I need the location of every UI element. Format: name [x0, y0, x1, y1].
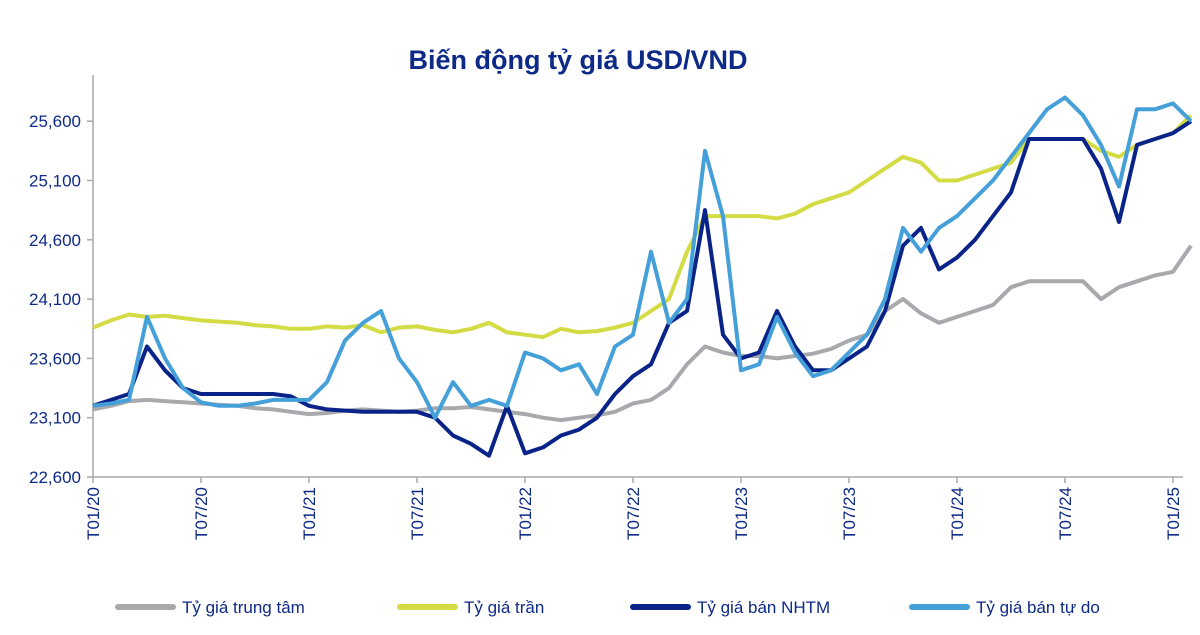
y-tick-label: 25,100: [29, 172, 81, 191]
y-tick-label: 23,100: [29, 409, 81, 428]
x-tick-label: T07/22: [624, 487, 643, 540]
legend-label: Tỷ giá trần: [464, 598, 544, 617]
y-tick-label: 22,600: [29, 468, 81, 487]
x-tick-label: T01/20: [84, 487, 103, 540]
y-tick-label: 23,600: [29, 349, 81, 368]
series-line-1: [92, 244, 1193, 423]
y-tick-label: 24,600: [29, 231, 81, 250]
y-tick-label: 25,600: [29, 112, 81, 131]
x-tick-label: T07/23: [840, 487, 859, 540]
x-tick-label: T07/20: [192, 487, 211, 540]
x-tick-label: T07/21: [408, 487, 427, 540]
x-tick-label: T01/24: [948, 487, 967, 540]
series-line-3: [92, 119, 1193, 458]
legend-label: Tỷ giá bán NHTM: [697, 598, 830, 617]
x-tick-label: T01/21: [300, 487, 319, 540]
x-tick-label: T01/23: [732, 487, 751, 540]
legend-label: Tỷ giá trung tâm: [182, 598, 305, 617]
x-tick-label: T01/25: [1164, 487, 1183, 540]
x-tick-label: T01/22: [516, 487, 535, 540]
y-tick-label: 24,100: [29, 290, 81, 309]
chart-title: Biến động tỷ giá USD/VND: [408, 45, 747, 75]
legend-label: Tỷ giá bán tự do: [976, 598, 1100, 617]
series-line-4: [92, 95, 1193, 420]
x-tick-label: T07/24: [1056, 487, 1075, 540]
